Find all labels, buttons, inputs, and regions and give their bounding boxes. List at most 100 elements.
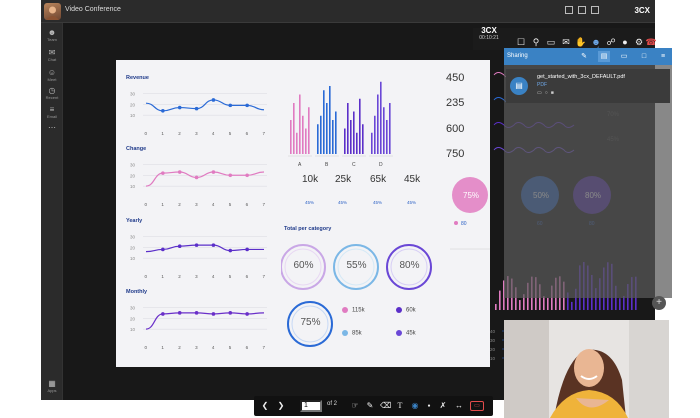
raise-hand-icon[interactable]: ✋ <box>575 37 587 47</box>
call-brand: 3CX <box>481 26 497 35</box>
link-icon[interactable]: ☍ <box>606 37 616 47</box>
y-tick-label: 30 <box>130 305 136 310</box>
histogram-bar <box>495 304 497 310</box>
sidebar-item-team[interactable]: ☻ Team <box>41 28 63 42</box>
data-point <box>177 244 182 248</box>
data-point <box>228 311 233 315</box>
x-tick-label: 3 <box>195 131 198 136</box>
kv-4: 45k <box>396 330 416 337</box>
sidebar-item-chat[interactable]: ✉ Chat <box>41 48 63 62</box>
bar-label: B <box>325 162 329 168</box>
eraser-icon[interactable]: ⌫ <box>380 401 392 410</box>
x-tick-label: 6 <box>246 202 249 207</box>
ring-label-3: 80% <box>399 260 420 271</box>
sidebar-item-email[interactable]: ≡ Email <box>41 105 63 119</box>
data-point <box>228 173 233 178</box>
next-page-icon[interactable]: ❯ <box>277 401 285 410</box>
axis-num-2: 235 <box>446 97 465 109</box>
kv-1: 115k <box>342 307 365 314</box>
window-title: Video Conference <box>65 6 121 13</box>
data-point <box>177 170 182 174</box>
bar <box>296 132 298 154</box>
sidebar-item-apps[interactable]: ▦ Apps <box>41 379 63 393</box>
x-tick-label: 3 <box>195 345 198 350</box>
sidebar-item-recent[interactable]: ◷ Recent <box>41 86 63 100</box>
participants-icon[interactable]: ☻ <box>591 37 601 47</box>
share-screen-icon[interactable]: ▭ <box>546 37 556 47</box>
right-axis-tick: 40 <box>490 329 496 334</box>
data-point <box>194 243 199 247</box>
bar <box>377 94 379 154</box>
file-actions[interactable]: ▭○■ <box>537 90 557 96</box>
prev-page-icon[interactable]: ❮ <box>261 401 269 410</box>
sharing-panel: Sharing ✎ ▤ ▭ □ ≡ ▤ get_started_with_3cx… <box>504 48 672 298</box>
bar <box>326 103 328 154</box>
grid-icon[interactable] <box>578 6 586 14</box>
bar <box>356 132 358 154</box>
clear-icon[interactable]: ✗ <box>439 401 447 410</box>
hangup-icon[interactable]: ☎ <box>645 37 657 47</box>
bar <box>347 103 349 154</box>
change-title: Change <box>126 146 147 152</box>
page-count: of 2 <box>327 401 338 407</box>
add-icon[interactable]: + <box>652 296 666 310</box>
record-icon[interactable]: ● <box>622 37 628 47</box>
x-tick-label: 4 <box>212 345 215 350</box>
pct-a: 45% <box>305 200 315 205</box>
bar <box>323 90 325 154</box>
bar <box>371 132 373 154</box>
file-share-icon[interactable]: ▤ <box>598 51 610 62</box>
bar <box>374 115 376 154</box>
sidebar-item-meet[interactable]: ☺ Meet <box>41 68 63 82</box>
exit-annotation-icon[interactable]: ▭ <box>470 401 484 411</box>
histogram-bar <box>499 290 501 310</box>
screen-share-icon[interactable]: ▭ <box>620 53 628 60</box>
data-point <box>211 312 216 316</box>
x-tick-label: 5 <box>229 131 232 136</box>
shared-screen-stage: Revenue Change Yearly Monthly 30 20 10 0 1 2 3… <box>63 23 672 418</box>
sidebar: ☻ Team ✉ Chat ☺ Meet ◷ Recent ≡ Email ⋯ ▦ Apps <box>41 23 63 400</box>
laser-pointer-icon[interactable]: ☞ <box>351 401 359 410</box>
document-icon: ▤ <box>510 77 528 95</box>
microphone-icon[interactable]: ⚲ <box>532 37 540 47</box>
axis-num-3: 600 <box>446 123 465 135</box>
histogram-bar <box>503 280 505 310</box>
series-line <box>145 171 265 187</box>
minimize-icon[interactable] <box>591 6 599 14</box>
settings-icon[interactable]: ⚙ <box>634 37 644 47</box>
series-line <box>145 244 264 253</box>
fit-width-icon[interactable]: ↔ <box>455 401 463 410</box>
data-point <box>245 247 249 252</box>
bar <box>335 111 337 154</box>
data-point <box>177 311 182 315</box>
bar-chart-groups: A B C D <box>288 81 393 168</box>
data-point <box>161 171 165 175</box>
brand-logo: 3CX <box>634 6 650 15</box>
yearly-title: Yearly <box>126 218 143 224</box>
page-number-input[interactable] <box>300 400 322 412</box>
bar <box>389 103 391 154</box>
bar-label: D <box>379 162 383 168</box>
present-icon[interactable]: □ <box>641 53 647 60</box>
file-name: get_started_with_3cx_DEFAULT.pdf <box>537 74 625 80</box>
shared-file-item[interactable]: ▤ get_started_with_3cx_DEFAULT.pdf PDF ▭… <box>506 69 670 103</box>
data-point <box>161 109 165 113</box>
chat-icon[interactable]: ✉ <box>562 37 570 47</box>
color-drop-icon[interactable]: ◉ <box>411 401 419 410</box>
grid-icon[interactable] <box>565 6 573 14</box>
ring-label-1: 60% <box>293 260 314 271</box>
y-tick-label: 30 <box>130 234 136 239</box>
whiteboard-icon[interactable]: ✎ <box>581 53 587 60</box>
sidebar-item-more[interactable]: ⋯ <box>41 123 63 132</box>
window-controls <box>565 6 599 14</box>
video-icon[interactable]: ☐ <box>516 37 526 47</box>
call-timer: 3CX 00:10:21 <box>474 26 504 46</box>
stroke-size-icon[interactable]: ● <box>427 403 431 409</box>
bar <box>302 115 304 154</box>
user-avatar[interactable] <box>44 3 61 20</box>
pen-icon[interactable]: ✎ <box>366 401 374 410</box>
right-ring-partial: 75% 80 <box>450 177 490 250</box>
document-list-icon[interactable]: ≡ <box>660 53 666 60</box>
text-tool-icon[interactable]: T <box>397 401 403 410</box>
